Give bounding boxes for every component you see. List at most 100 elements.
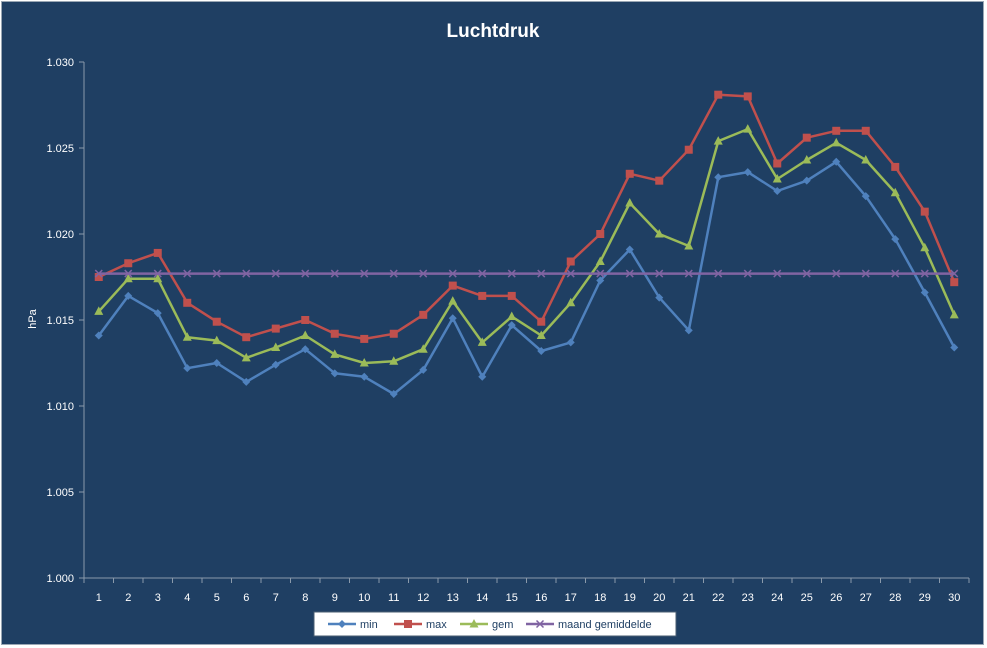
- data-point-gem: [713, 136, 723, 145]
- y-tick-label: 1.025: [46, 143, 74, 155]
- data-point-maand-gemiddelde: [743, 269, 752, 278]
- data-point-max: [714, 90, 723, 99]
- series-line-min: [97, 160, 956, 396]
- y-tick-label: 1.020: [46, 229, 74, 241]
- data-point-max: [507, 291, 516, 300]
- data-point-gem: [831, 137, 841, 147]
- x-tick-label: 23: [742, 592, 754, 604]
- legend-marker: [469, 619, 479, 628]
- x-tick-label: 5: [214, 592, 220, 604]
- legend-item-gem: gem: [460, 619, 513, 631]
- legend-item-max: max: [394, 619, 447, 631]
- data-point-max: [625, 169, 634, 178]
- data-point-max: [773, 159, 782, 168]
- data-point-gem: [300, 330, 310, 339]
- x-tick-label: 21: [683, 592, 695, 604]
- data-point-maand-gemiddelde: [507, 269, 516, 278]
- x-tick-label: 8: [302, 592, 308, 604]
- data-point-max: [330, 329, 339, 338]
- x-tick-label: 10: [358, 592, 370, 604]
- x-tick-label: 18: [594, 592, 606, 604]
- data-point-max: [684, 145, 693, 154]
- data-point-gem: [890, 187, 900, 197]
- x-tick-label: 29: [919, 592, 931, 604]
- data-point-maand-gemiddelde: [94, 269, 103, 278]
- data-point-max: [301, 316, 310, 324]
- data-point-min: [891, 235, 900, 244]
- data-point-gem: [654, 229, 664, 238]
- data-point-min: [212, 359, 221, 367]
- data-point-max: [448, 281, 457, 290]
- data-point-gem: [684, 241, 694, 250]
- series-line-gem: [97, 127, 956, 365]
- data-point-max: [389, 329, 398, 338]
- data-point-min: [684, 326, 693, 335]
- legend-label: maand gemiddelde: [558, 619, 652, 631]
- x-tick-label: 12: [417, 592, 429, 604]
- data-point-min: [596, 276, 605, 285]
- data-point-min: [242, 377, 251, 386]
- x-tick-label: 15: [506, 592, 518, 604]
- data-point-max: [478, 291, 487, 300]
- series-max: [94, 90, 959, 343]
- data-point-min: [271, 360, 280, 369]
- data-point-max: [950, 278, 959, 287]
- x-tick-label: 25: [801, 592, 813, 604]
- data-point-min: [773, 187, 782, 195]
- x-tick-label: 17: [565, 592, 577, 604]
- y-tick-label: 1.010: [46, 401, 74, 413]
- y-axis-label: hPa: [27, 308, 39, 328]
- data-point-gem: [448, 296, 458, 305]
- data-point-maand-gemiddelde: [566, 269, 575, 278]
- series-maand-gemiddelde: [94, 269, 959, 278]
- data-point-maand-gemiddelde: [330, 269, 339, 278]
- data-point-maand-gemiddelde: [655, 269, 664, 278]
- data-point-gem: [566, 297, 576, 307]
- data-point-max: [655, 176, 664, 185]
- data-point-max: [360, 334, 369, 343]
- x-tick-labels: 1 2 3 4 5 6 7 8 9 10 11 12 13 14 15 16 17 18 19 20 21 22 23 24 2…: [83, 578, 970, 604]
- data-point-max: [743, 92, 752, 101]
- data-point-gem: [212, 335, 222, 345]
- x-tick-label: 3: [155, 592, 161, 604]
- data-point-gem: [389, 356, 399, 365]
- data-point-gem: [861, 155, 871, 164]
- data-point-min: [655, 293, 664, 302]
- data-point-min: [861, 192, 870, 201]
- legend-label: min: [360, 619, 378, 631]
- data-point-maand-gemiddelde: [891, 269, 900, 278]
- data-point-maand-gemiddelde: [183, 269, 192, 278]
- x-tick-label: 28: [889, 592, 901, 604]
- data-point-maand-gemiddelde: [478, 269, 487, 278]
- x-tick-label: 11: [388, 592, 399, 604]
- y-tick-labels: 1.000 1.005 1.010 1.015 1.020 1.025 1.030: [46, 57, 84, 585]
- series-layer: [94, 90, 959, 398]
- legend-item-maand-gemiddelde: maand gemiddelde: [526, 619, 652, 631]
- data-point-min: [950, 343, 959, 352]
- data-point-gem: [477, 337, 487, 346]
- data-point-min: [94, 331, 103, 340]
- x-tick-label: 20: [653, 592, 665, 604]
- data-point-maand-gemiddelde: [212, 269, 221, 278]
- data-point-min: [714, 173, 723, 182]
- data-point-min: [507, 321, 516, 330]
- data-point-maand-gemiddelde: [537, 269, 546, 278]
- data-point-maand-gemiddelde: [153, 269, 162, 278]
- data-point-max: [419, 310, 428, 319]
- x-tick-label: 13: [447, 592, 459, 604]
- data-point-maand-gemiddelde: [950, 269, 959, 278]
- data-point-min: [743, 168, 752, 177]
- data-point-gem: [920, 242, 930, 252]
- data-point-gem: [153, 273, 163, 283]
- data-point-min: [183, 364, 192, 373]
- series-min: [94, 157, 959, 398]
- legend-marker: [404, 620, 412, 628]
- data-point-gem: [743, 124, 753, 133]
- x-tick-label: 27: [860, 592, 872, 604]
- data-point-gem: [802, 155, 812, 164]
- legend-marker: [535, 619, 545, 629]
- data-point-min: [389, 389, 398, 398]
- data-point-max: [891, 162, 900, 171]
- series-line-max: [98, 93, 956, 341]
- y-tick-label: 1.000: [46, 573, 74, 585]
